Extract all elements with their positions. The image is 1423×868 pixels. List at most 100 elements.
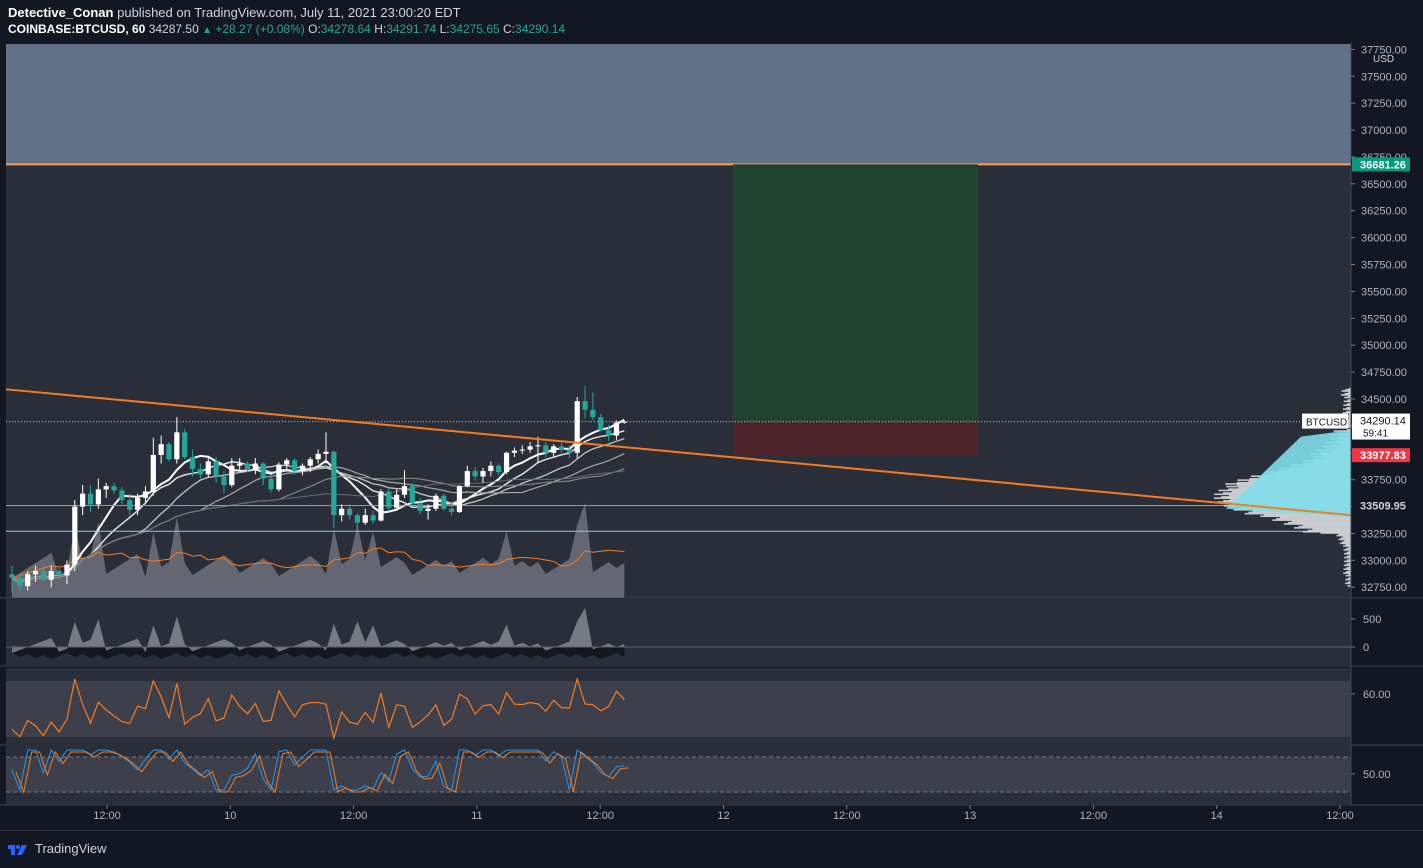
candle-body — [80, 493, 86, 507]
currency-label: USD — [1373, 54, 1394, 65]
candle — [197, 463, 203, 479]
time-tick-label: 13 — [964, 810, 976, 822]
candle — [339, 504, 345, 522]
candle-body — [142, 491, 149, 498]
candle-body — [386, 491, 392, 508]
candle-body — [56, 571, 62, 576]
candle-body — [48, 571, 54, 580]
high-label: H: — [374, 22, 387, 36]
candle-body — [17, 577, 23, 587]
header-bar: Detective_Conan published on TradingView… — [0, 0, 1423, 42]
time-tick-label: 14 — [1211, 810, 1223, 822]
candle — [32, 565, 39, 582]
candle — [307, 457, 313, 473]
candle-body — [64, 564, 70, 576]
volume-profile-bar — [1343, 400, 1351, 403]
time-tick-label: 12:00 — [340, 810, 368, 822]
publish-info: published on TradingView.com, July 11, 2… — [117, 5, 461, 20]
candle-body — [456, 486, 463, 512]
volume-profile-bar — [1346, 428, 1351, 431]
candle — [72, 500, 78, 572]
candle — [174, 417, 180, 464]
candle-body — [370, 515, 376, 521]
candle-body — [150, 454, 156, 492]
candle-body — [111, 486, 117, 491]
candle — [331, 450, 337, 529]
candle — [613, 420, 620, 440]
candle — [127, 493, 133, 516]
support-price-tag-background — [1352, 498, 1410, 513]
oscillator-positive-area — [12, 608, 625, 653]
price-tick-label: 37750.00 — [1361, 44, 1407, 56]
volume-profile-bar — [1348, 569, 1351, 572]
candle-body — [237, 463, 243, 466]
candle — [142, 486, 149, 503]
rsi-line — [11, 676, 625, 741]
symbol-name[interactable]: COINBASE:BTCUSD, 60 — [8, 22, 146, 36]
volume-profile-bar — [1344, 392, 1351, 395]
volume-profile-bar — [1347, 399, 1351, 401]
price-tick-label: 35000.00 — [1361, 340, 1407, 352]
candle — [111, 482, 117, 494]
candle — [401, 469, 408, 498]
volume-profile-bar — [1340, 537, 1351, 540]
candle — [213, 457, 219, 483]
time-tick-label: 12:00 — [1326, 810, 1354, 822]
candle — [119, 487, 125, 505]
volume-profile-bar — [1346, 559, 1351, 561]
price-tick-label: 34500.00 — [1361, 394, 1407, 406]
value-area-profile — [1226, 430, 1351, 518]
low-label: L: — [439, 22, 450, 36]
candle — [527, 442, 533, 453]
volume-profile-bar — [1349, 413, 1351, 416]
volume-profile-bar — [1298, 525, 1351, 528]
candle-body — [543, 445, 549, 453]
volume-profile-bar — [1346, 551, 1351, 554]
chart-area[interactable]: 37750.0037500.0037250.0037000.0036750.00… — [0, 42, 1423, 830]
candle-body — [252, 463, 258, 470]
volume-profile-bar — [1347, 395, 1351, 398]
candle-body — [433, 495, 439, 509]
candle — [135, 493, 141, 516]
candle-body — [221, 476, 227, 486]
volume-profile-bar — [1260, 515, 1351, 518]
candle-body — [409, 486, 415, 504]
candle-body — [464, 471, 470, 487]
candle-body — [315, 453, 321, 460]
volume-profile-bar — [1349, 554, 1351, 556]
brand-name: TradingView — [35, 841, 107, 856]
target-zone — [733, 164, 978, 422]
candle-body — [103, 486, 109, 490]
volume-profile-bar — [1345, 418, 1351, 421]
candle — [511, 447, 517, 458]
rsi-band — [6, 681, 1351, 737]
volume-profile-bar — [1283, 523, 1351, 525]
volume-profile-bar — [1346, 563, 1351, 565]
volume-profile-bar — [1263, 514, 1351, 516]
candle-body — [268, 478, 274, 490]
candle — [268, 476, 274, 493]
candle — [205, 456, 211, 478]
candle-body — [307, 459, 313, 466]
close-label: C: — [503, 22, 516, 36]
volume-profile-bar — [1343, 552, 1351, 555]
author-name[interactable]: Detective_Conan — [8, 5, 114, 20]
candle — [464, 465, 470, 488]
moving-average-2 — [11, 430, 625, 583]
candles — [9, 386, 627, 593]
candle — [425, 504, 431, 520]
candle — [496, 463, 502, 476]
tradingview-logo-icon — [8, 844, 27, 855]
price-tick-label: 36500.00 — [1361, 179, 1407, 191]
candle-body — [25, 574, 31, 587]
candle — [417, 497, 423, 515]
countdown-label: 59:41 — [1363, 429, 1388, 440]
volume-area — [12, 503, 625, 598]
volume-profile-bar — [1343, 568, 1351, 570]
symbol-tag: BTCUSD — [1306, 418, 1347, 429]
candle — [590, 392, 596, 421]
volume-profile-bar — [1343, 560, 1351, 563]
stoch-band — [6, 757, 1351, 792]
volume-profile-bar — [1344, 539, 1351, 542]
tradingview-brand[interactable]: TradingView — [8, 841, 107, 856]
